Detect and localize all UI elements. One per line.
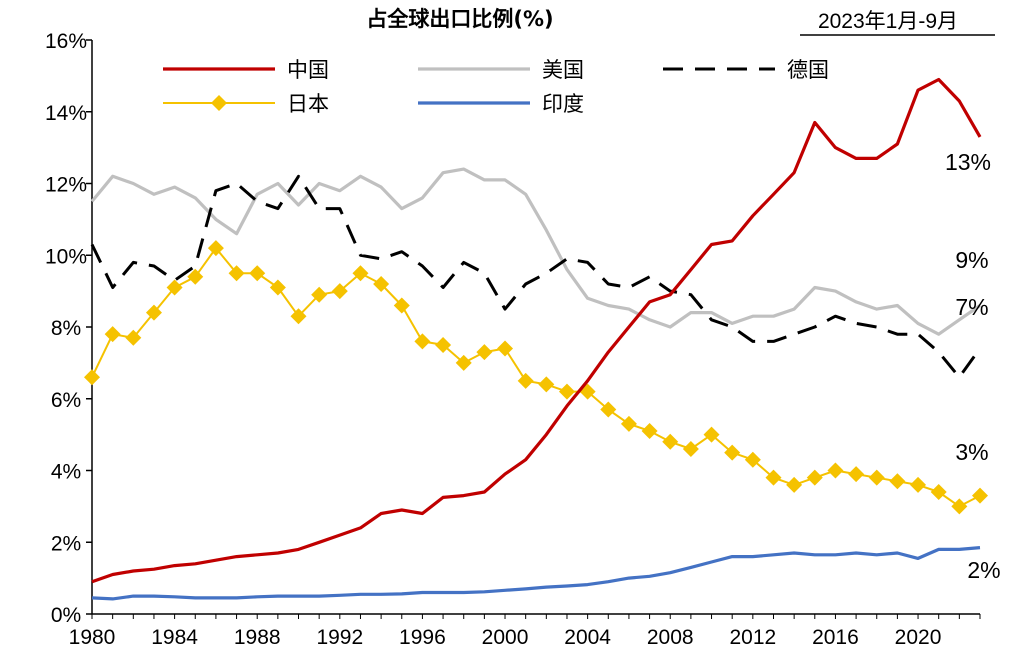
y-tick-label: 10%: [45, 245, 87, 268]
data-point-marker: [455, 354, 472, 371]
data-point-marker: [765, 469, 782, 486]
data-point-marker: [951, 498, 968, 515]
data-point-marker: [641, 423, 658, 440]
data-point-marker: [682, 440, 699, 457]
data-point-marker: [125, 329, 142, 346]
data-point-marker: [868, 469, 885, 486]
y-tick-label: 14%: [45, 102, 87, 125]
data-point-marker: [517, 372, 534, 389]
legend-label-中国: 中国: [287, 58, 329, 82]
data-point-marker: [393, 297, 410, 314]
data-point-marker: [84, 369, 100, 386]
data-point-marker: [311, 286, 328, 303]
data-point-marker: [249, 265, 266, 282]
data-point-marker: [104, 326, 121, 343]
x-tick-label: 2004: [564, 626, 611, 649]
data-point-marker: [435, 336, 452, 353]
legend-label-日本: 日本: [287, 92, 329, 116]
data-point-marker: [910, 476, 927, 493]
data-point-marker: [600, 401, 617, 418]
data-point-marker: [620, 415, 637, 432]
data-point-marker: [414, 333, 431, 350]
series-line-美国: [90, 167, 981, 336]
axes: 0% 2% 4% 6% 8% 10% 12% 14% 16% 1980 1984 1988 1992 19…: [45, 30, 981, 649]
y-tick-label: 8%: [51, 317, 81, 340]
series-line-德国: [90, 174, 982, 379]
data-point-marker: [806, 469, 823, 486]
data-point-marker: [352, 265, 369, 282]
end-value-label: 3%: [955, 439, 988, 465]
data-point-marker: [703, 426, 720, 443]
data-point-marker: [207, 240, 224, 257]
data-point-marker: [145, 304, 162, 321]
series-line-印度: [91, 546, 981, 601]
y-tick-label: 2%: [51, 532, 81, 555]
data-point-marker: [331, 283, 348, 300]
data-point-marker: [744, 451, 761, 468]
data-point-marker: [848, 466, 865, 483]
data-point-marker: [497, 340, 514, 357]
end-value-label: 2%: [967, 557, 1000, 583]
x-tick-label: 1988: [234, 626, 281, 649]
data-point-marker: [476, 344, 493, 361]
y-tick-label: 16%: [45, 30, 87, 53]
data-point-marker: [972, 487, 988, 504]
y-tick-label: 6%: [51, 389, 81, 412]
series-line-中国: [91, 77, 982, 584]
data-point-marker: [290, 308, 307, 325]
legend-marker: [211, 95, 227, 111]
end-value-label: 9%: [955, 247, 988, 273]
data-point-marker: [166, 279, 183, 296]
y-tick-label: 4%: [51, 461, 81, 484]
x-tick-label: 1980: [69, 626, 116, 649]
data-point-marker: [724, 444, 741, 461]
x-tick-label: 2008: [647, 626, 694, 649]
legend-label-德国: 德国: [787, 58, 829, 82]
data-point-marker: [558, 383, 575, 400]
y-tick-label: 0%: [51, 604, 81, 627]
series-layer: [84, 77, 988, 601]
end-value-label: 13%: [945, 149, 991, 175]
legend-label-美国: 美国: [542, 58, 584, 82]
chart-title: 占全球出口比例(%): [366, 7, 553, 31]
chart-subtitle: 2023年1月-9月: [818, 10, 958, 33]
data-point-marker: [187, 268, 204, 285]
x-tick-label: 2020: [895, 626, 942, 649]
series-line-日本: [91, 247, 981, 508]
x-tick-label: 2012: [729, 626, 776, 649]
data-point-marker: [269, 279, 286, 296]
end-labels: 13% 9% 7% 3% 2%: [945, 149, 1001, 583]
legend-label-印度: 印度: [542, 92, 584, 116]
y-tick-label: 12%: [45, 174, 87, 197]
data-point-marker: [827, 462, 844, 479]
data-point-marker: [228, 265, 245, 282]
data-point-marker: [538, 376, 555, 393]
x-tick-label: 2016: [812, 626, 859, 649]
data-point-marker: [930, 484, 947, 501]
x-tick-label: 1992: [316, 626, 363, 649]
end-value-label: 7%: [955, 294, 988, 320]
x-tick-label: 1984: [151, 626, 198, 649]
data-point-marker: [662, 433, 679, 450]
x-tick-label: 2000: [482, 626, 529, 649]
data-point-marker: [786, 476, 803, 493]
x-tick-label: 1996: [399, 626, 446, 649]
data-point-marker: [889, 473, 906, 490]
data-point-marker: [373, 275, 390, 292]
